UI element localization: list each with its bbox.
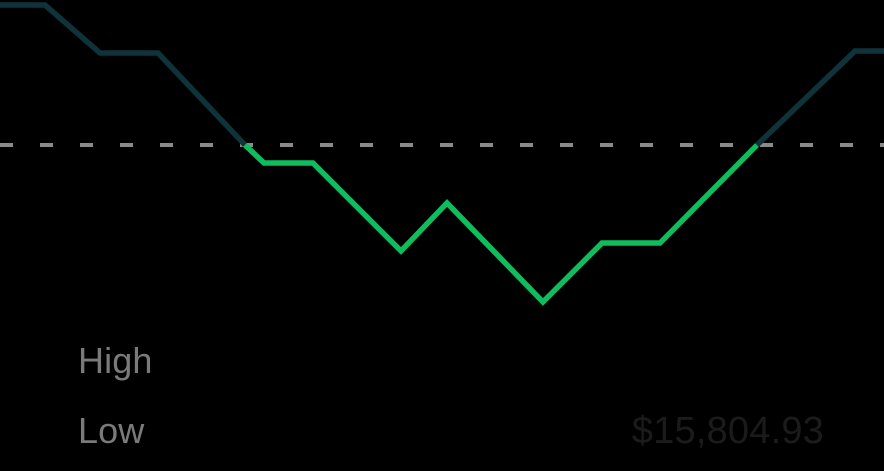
price-line-segment-above-left: [0, 2, 247, 147]
price-line-chart[interactable]: [0, 0, 884, 320]
price-line-segment-above-right: [755, 48, 884, 147]
chart-plot-area[interactable]: [0, 0, 884, 320]
stat-label-high: High: [78, 340, 153, 381]
stats-panel: High Low $15,804.93: [0, 320, 884, 471]
price-line-segment-below: [243, 143, 759, 306]
stat-row-high: High: [78, 340, 824, 382]
stat-label-low: Low: [78, 410, 145, 451]
stat-value-low: $15,804.93: [631, 410, 824, 452]
stat-row-low: Low $15,804.93: [78, 410, 824, 452]
